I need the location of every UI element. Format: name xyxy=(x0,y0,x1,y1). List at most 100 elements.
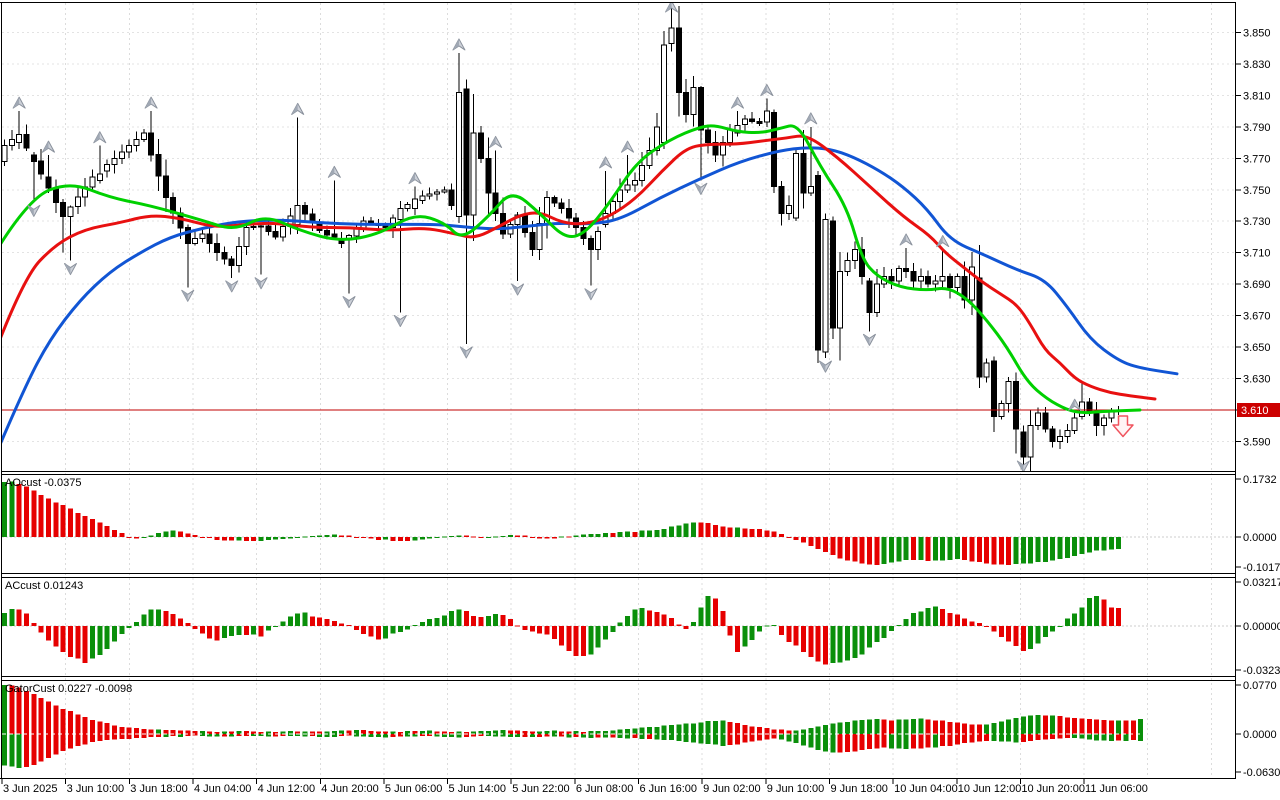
ac-bar xyxy=(346,625,352,627)
gator-bar xyxy=(53,734,59,755)
gator-bar xyxy=(647,727,653,734)
ac-bar xyxy=(969,621,975,626)
candle xyxy=(888,275,895,282)
ac-bar xyxy=(866,626,872,648)
price-axis-label: 3.710 xyxy=(1243,248,1271,260)
gator-bar xyxy=(324,734,330,737)
ao-bar xyxy=(786,536,792,538)
ao-bar xyxy=(976,537,982,562)
gator-bar xyxy=(581,734,587,738)
sell-signal-arrow-icon[interactable] xyxy=(1112,415,1134,438)
gator-bar xyxy=(1101,720,1107,734)
candle xyxy=(1027,425,1034,458)
gator-bar xyxy=(603,734,609,738)
ac-bar xyxy=(566,626,572,651)
ac-bar xyxy=(610,626,616,632)
gator-bar xyxy=(375,731,381,734)
ac-bar xyxy=(1028,626,1034,650)
ac-bar xyxy=(500,614,506,626)
candle xyxy=(565,208,572,219)
ao-bar xyxy=(199,536,205,538)
ac-bar xyxy=(1116,608,1122,626)
gator-bar xyxy=(1130,720,1136,734)
ac-pane-label: ACcust 0.01243 xyxy=(5,580,83,592)
gator-bar xyxy=(786,734,792,742)
fractal-arrow-shade xyxy=(694,183,701,195)
ac-bar xyxy=(493,613,499,626)
gator-bar xyxy=(471,734,477,737)
gator-bar xyxy=(800,729,806,734)
gator-bar xyxy=(910,719,916,734)
ao-bar xyxy=(397,537,403,541)
gator-bar xyxy=(713,734,719,745)
gator-bar xyxy=(111,725,117,734)
gator-bar xyxy=(155,729,161,734)
gator-bar xyxy=(485,730,491,734)
ao-bar xyxy=(97,522,103,537)
gator-bar xyxy=(346,730,352,734)
candle xyxy=(793,153,800,219)
ac-bar xyxy=(141,614,147,626)
ao-bar xyxy=(148,535,154,537)
candle xyxy=(675,27,682,93)
fractal-up-icon xyxy=(899,233,913,246)
candle xyxy=(140,132,147,140)
ao-bar xyxy=(295,537,301,538)
gator-bar xyxy=(1042,715,1048,734)
ac-bar xyxy=(449,611,455,626)
fractal-up-icon xyxy=(599,156,613,169)
ac-bar xyxy=(441,615,447,626)
fractal-arrow-shade xyxy=(1068,399,1075,411)
ac-bar xyxy=(89,626,95,659)
ac-bar xyxy=(273,626,279,627)
gator-bar xyxy=(815,726,821,734)
candle xyxy=(148,132,155,156)
ac-bar xyxy=(119,626,125,634)
gator-bar xyxy=(756,734,762,741)
ac-bar xyxy=(764,625,770,627)
fractal-down-icon xyxy=(342,296,356,309)
gator-bar xyxy=(243,731,249,734)
gator-bar xyxy=(207,731,213,734)
ao-bar xyxy=(287,537,293,539)
gator-bar xyxy=(449,731,455,734)
ao-bar xyxy=(918,537,924,560)
candle xyxy=(162,175,169,199)
ac-bar xyxy=(331,620,337,626)
ao-bar xyxy=(60,505,66,537)
gator-bar xyxy=(104,723,110,734)
gator-bar xyxy=(383,731,389,734)
time-axis-label: 9 Jun 10:00 xyxy=(767,783,825,795)
ac-bar xyxy=(185,623,191,626)
ao-bar xyxy=(764,530,770,537)
ao-bar xyxy=(756,529,762,537)
gator-bar xyxy=(837,722,843,734)
ao-bar xyxy=(713,525,719,537)
gator-bar xyxy=(478,734,484,737)
ao-bar xyxy=(427,537,433,539)
candle xyxy=(265,225,272,232)
gator-bar xyxy=(830,734,836,753)
candle xyxy=(411,198,418,210)
gator-bar xyxy=(141,728,147,734)
gator-bar xyxy=(449,734,455,738)
gator-bar xyxy=(947,734,953,747)
fractal-arrow-shade xyxy=(584,288,591,300)
ac-bar xyxy=(368,626,374,637)
candle xyxy=(38,160,45,175)
ac-bar xyxy=(676,624,682,626)
candle xyxy=(1093,412,1100,427)
candle xyxy=(463,88,470,216)
ac-bar xyxy=(698,607,704,626)
ac-bar xyxy=(588,626,594,655)
ao-bar xyxy=(588,534,594,537)
ac-bar xyxy=(1050,626,1056,632)
ao-bar xyxy=(251,537,257,542)
ao-bar xyxy=(317,535,323,537)
gator-bar xyxy=(852,720,858,734)
time-axis-label: 5 Jun 14:00 xyxy=(449,783,507,795)
ao-bar xyxy=(610,532,616,537)
ac-bar xyxy=(45,626,51,641)
gator-bar xyxy=(456,734,462,738)
ao-bar xyxy=(1006,537,1012,565)
